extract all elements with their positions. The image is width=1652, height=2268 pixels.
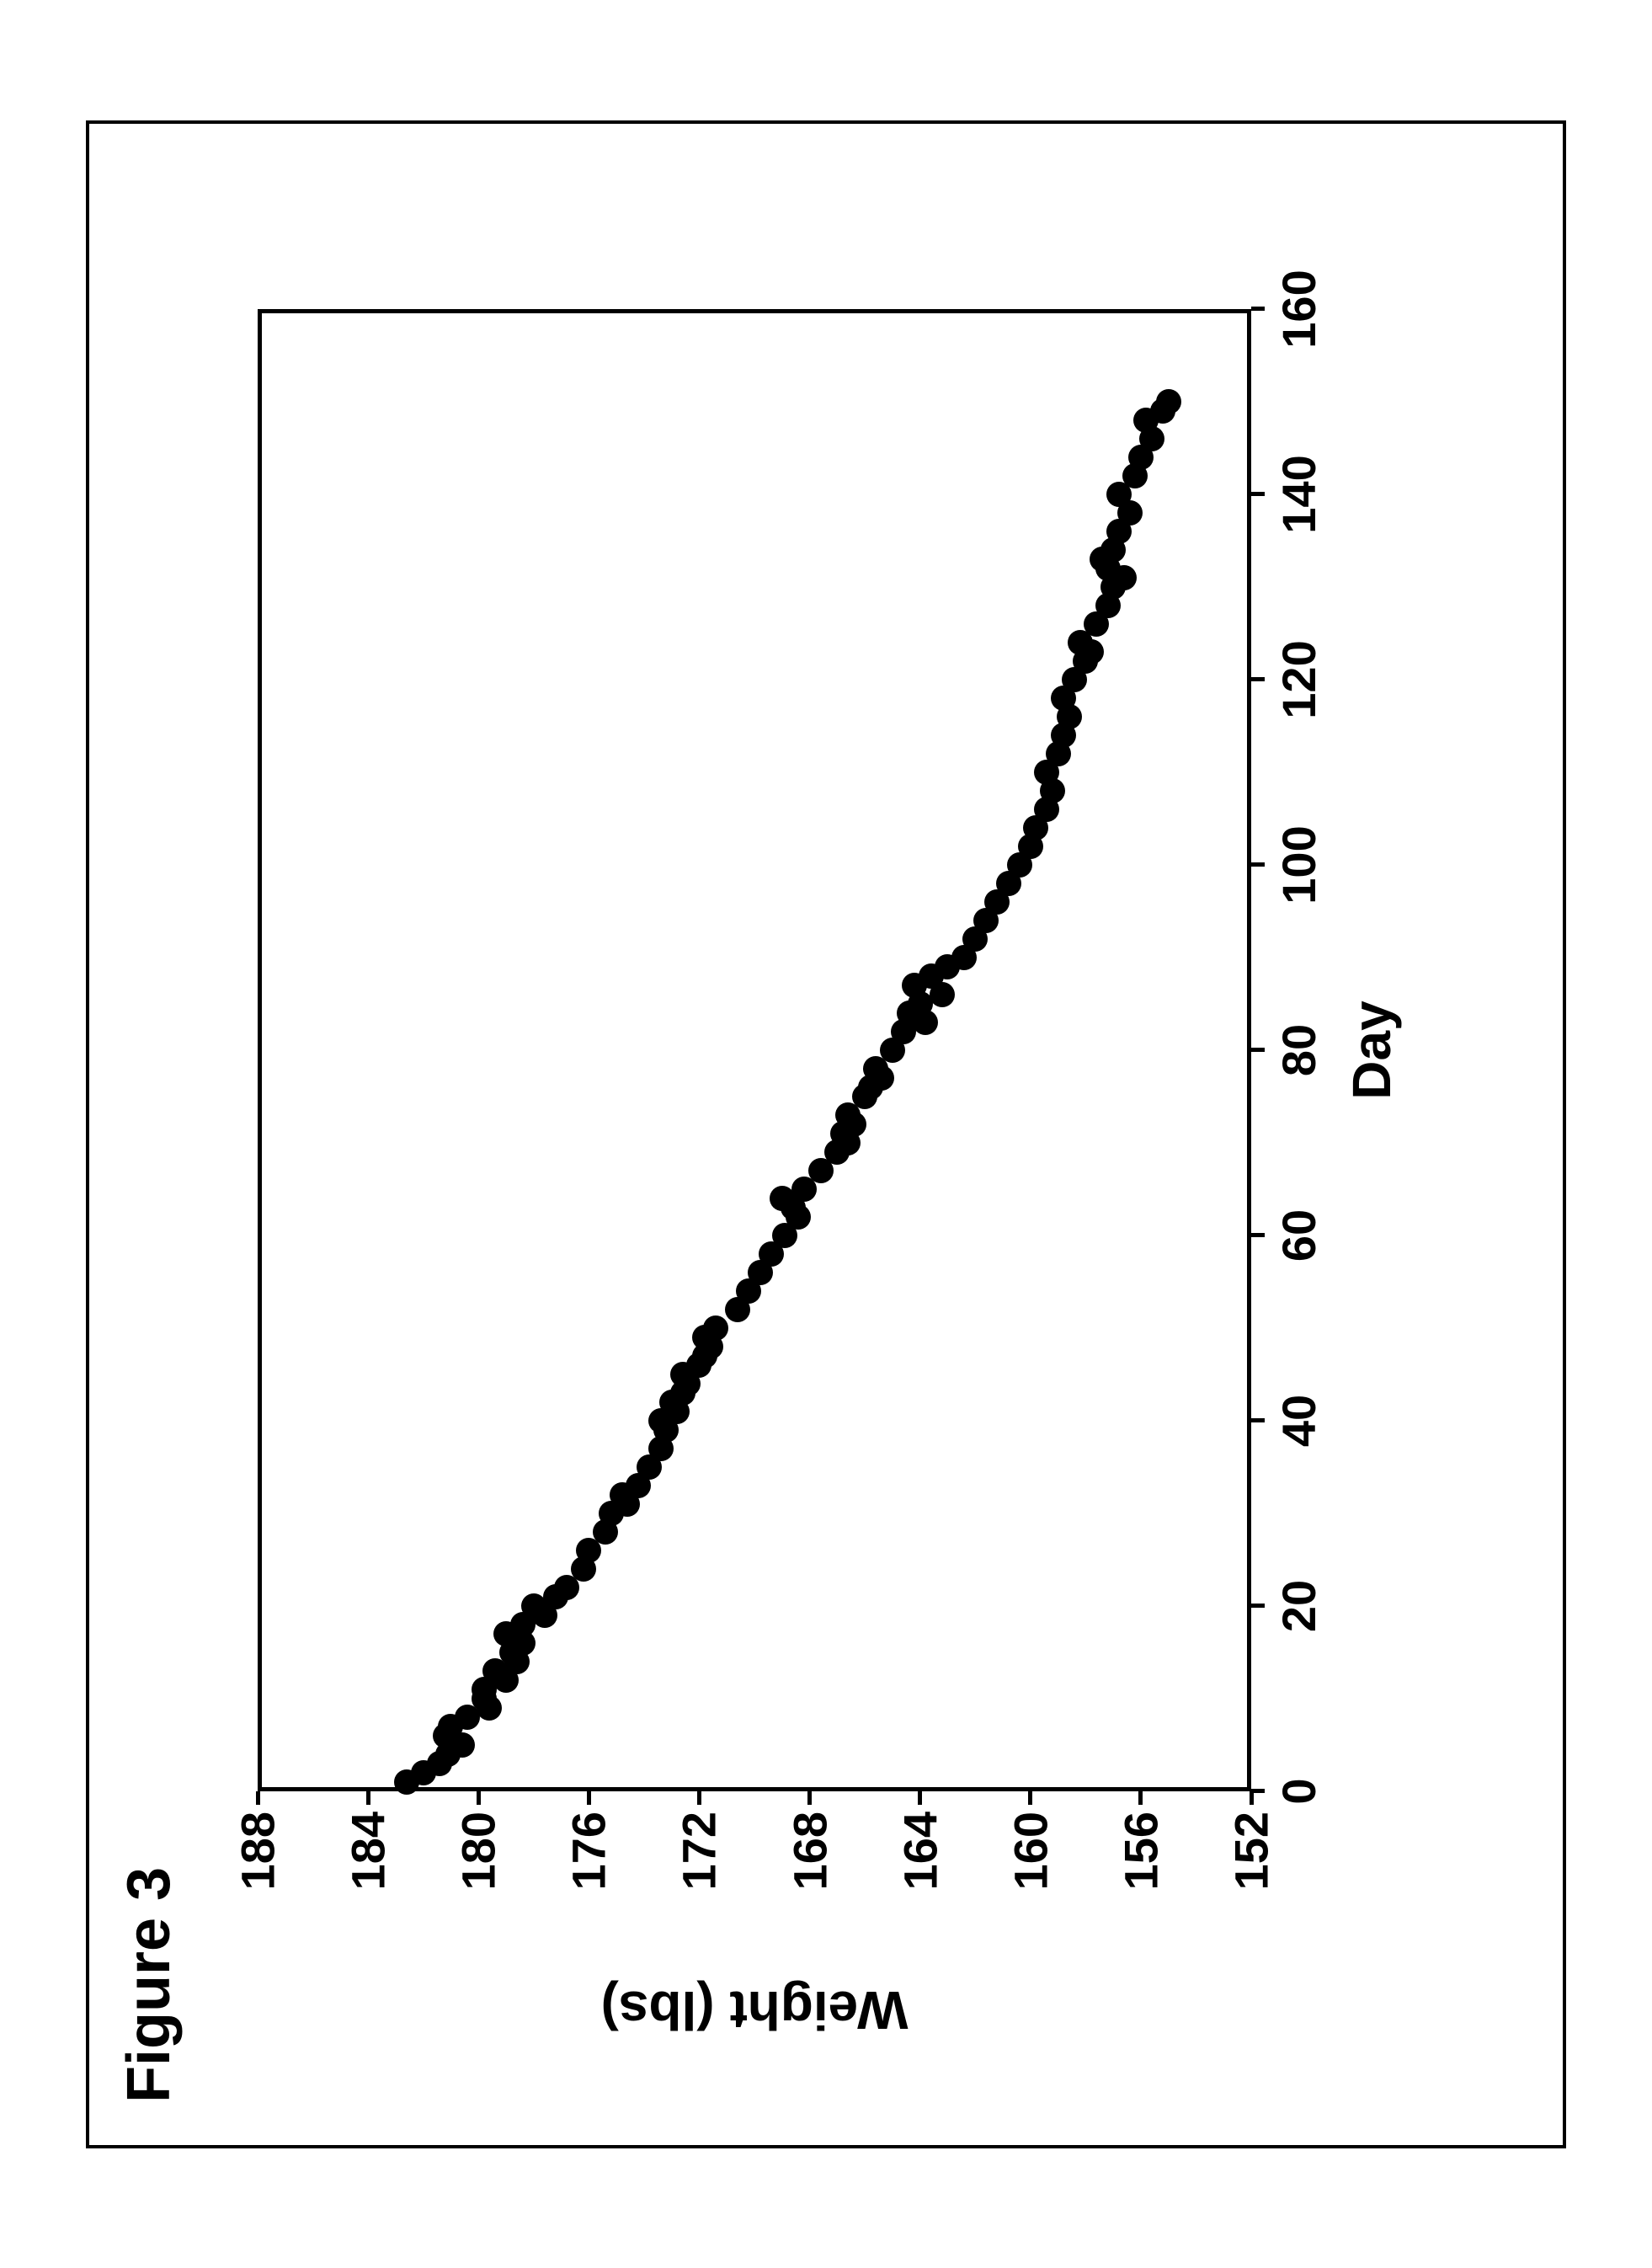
y-tick <box>477 1791 481 1805</box>
y-tick-label: 156 <box>1113 1812 1168 1890</box>
x-tick-label: 140 <box>1271 455 1326 533</box>
x-tick-label: 80 <box>1271 1023 1326 1075</box>
x-tick-label: 60 <box>1271 1209 1326 1261</box>
x-axis-title: Day <box>1340 1001 1403 1099</box>
x-tick <box>1251 1233 1265 1237</box>
data-point <box>1156 389 1181 414</box>
y-tick-label: 188 <box>231 1812 285 1890</box>
plot-border <box>258 309 1251 1791</box>
x-tick-label: 120 <box>1271 640 1326 718</box>
y-axis-title: Weight (lbs) <box>601 1979 909 2041</box>
x-tick-label: 20 <box>1271 1579 1326 1631</box>
y-tick <box>1028 1791 1032 1805</box>
y-tick-label: 184 <box>341 1812 396 1890</box>
y-tick-label: 164 <box>893 1812 947 1890</box>
x-tick-label: 0 <box>1271 1778 1326 1804</box>
y-tick <box>807 1791 812 1805</box>
x-tick-label: 40 <box>1271 1394 1326 1446</box>
page: Figure 3 Weight (lbs) Day 15215616016416… <box>0 0 1652 2268</box>
y-tick <box>587 1791 591 1805</box>
y-tick <box>1138 1791 1143 1805</box>
y-tick <box>697 1791 701 1805</box>
y-tick-label: 180 <box>451 1812 506 1890</box>
x-tick <box>1251 1048 1265 1052</box>
y-tick <box>918 1791 922 1805</box>
y-tick-label: 152 <box>1224 1812 1279 1890</box>
x-tick-label: 100 <box>1271 825 1326 904</box>
figure-outer-frame: Figure 3 Weight (lbs) Day 15215616016416… <box>86 120 1566 2148</box>
rotated-figure-wrapper: Figure 3 Weight (lbs) Day 15215616016416… <box>86 120 1566 2148</box>
y-tick-label: 168 <box>782 1812 837 1890</box>
figure-title: Figure 3 <box>115 1866 184 2102</box>
chart-plot-area: Weight (lbs) Day 15215616016416817217618… <box>258 309 1251 1791</box>
x-tick <box>1251 492 1265 496</box>
data-point <box>703 1315 728 1341</box>
y-tick-label: 172 <box>672 1812 727 1890</box>
x-tick <box>1251 677 1265 681</box>
x-tick <box>1251 1789 1265 1793</box>
x-tick <box>1251 307 1265 311</box>
x-tick-label: 160 <box>1271 269 1326 348</box>
x-tick <box>1251 1418 1265 1422</box>
y-tick <box>366 1791 370 1805</box>
y-tick-label: 176 <box>562 1812 616 1890</box>
y-tick <box>256 1791 260 1805</box>
x-tick <box>1251 1604 1265 1608</box>
x-tick <box>1251 862 1265 867</box>
y-tick-label: 160 <box>1003 1812 1058 1890</box>
